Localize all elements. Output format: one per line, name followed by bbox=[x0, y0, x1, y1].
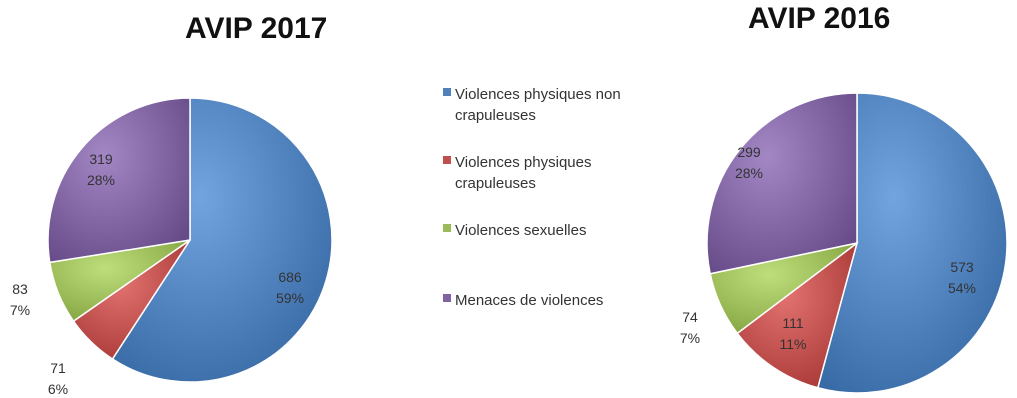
pie-slice-threats bbox=[47, 97, 191, 264]
data-label-percent-physical-non-crapulous: 59% bbox=[276, 290, 304, 306]
data-label-value-physical-crapulous: 111 bbox=[782, 315, 803, 331]
legend-item-threats: Menaces de violences bbox=[443, 290, 633, 311]
legend-swatch-purple bbox=[443, 294, 451, 302]
data-label-value-physical-crapulous: 71 bbox=[50, 360, 66, 376]
legend-label: Menaces de violences bbox=[455, 292, 604, 309]
legend-label: Violences physiques non crapuleuses bbox=[455, 86, 621, 124]
data-label-value-threats: 299 bbox=[737, 144, 761, 160]
data-label-value-threats: 319 bbox=[89, 151, 113, 167]
data-label-percent-sexual: 7% bbox=[10, 302, 30, 318]
chart-title-2016: AVIP 2016 bbox=[748, 2, 891, 35]
legend-item-physical-non-crapulous: Violences physiques non crapuleuses bbox=[443, 84, 633, 152]
data-label-value-physical-non-crapulous: 686 bbox=[278, 269, 302, 285]
legend-swatch-green bbox=[443, 224, 451, 232]
pie-slice-physical-non-crapulous bbox=[111, 97, 333, 383]
data-label-value-sexual: 74 bbox=[682, 309, 698, 325]
legend-label: Violences physiques crapuleuses bbox=[455, 154, 592, 192]
legend-item-physical-crapulous: Violences physiques crapuleuses bbox=[443, 152, 633, 220]
pie-avip-2017 bbox=[47, 97, 333, 383]
data-label-percent-physical-crapulous: 11% bbox=[780, 336, 807, 352]
data-label-value-physical-non-crapulous: 573 bbox=[950, 259, 974, 275]
data-label-percent-threats: 28% bbox=[87, 172, 115, 188]
legend-item-sexual: Violences sexuelles bbox=[443, 220, 633, 290]
data-label-percent-threats: 28% bbox=[735, 165, 763, 181]
chart-title-2017: AVIP 2017 bbox=[185, 12, 328, 45]
data-label-percent-physical-crapulous: 6% bbox=[48, 381, 68, 397]
data-label-percent-physical-non-crapulous: 54% bbox=[948, 280, 976, 296]
pie-slice-physical-crapulous bbox=[736, 241, 859, 389]
legend-label: Violences sexuelles bbox=[455, 222, 587, 239]
data-label-percent-sexual: 7% bbox=[680, 330, 700, 346]
pie-slice-threats bbox=[706, 92, 858, 275]
legend-swatch-blue bbox=[443, 88, 451, 96]
pie-avip-2016 bbox=[706, 92, 1008, 394]
legend: Violences physiques non crapuleuses Viol… bbox=[443, 84, 633, 311]
data-label-value-sexual: 83 bbox=[12, 281, 28, 297]
pie-slice-physical-non-crapulous bbox=[816, 92, 1008, 394]
legend-swatch-red bbox=[443, 156, 451, 164]
